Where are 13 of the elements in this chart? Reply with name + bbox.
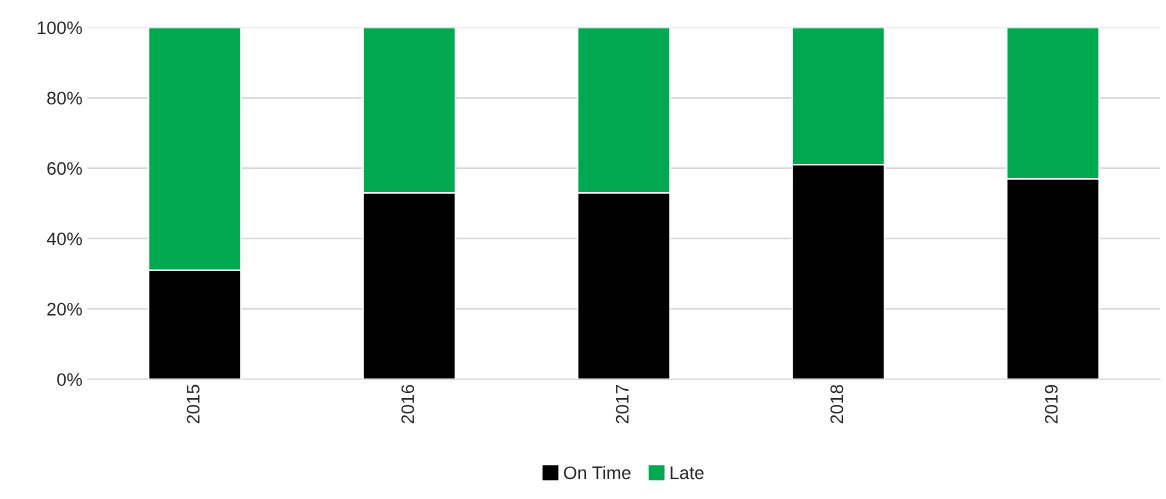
y-tick-label: 100% <box>37 21 82 35</box>
x-tick-label: 2016 <box>401 384 415 424</box>
y-tick-label: 80% <box>47 91 82 105</box>
legend-label: Late <box>670 466 704 480</box>
y-tick-label: 40% <box>46 232 82 246</box>
x-tick-label: 2015 <box>186 384 200 424</box>
y-tick-label: 20% <box>47 302 82 316</box>
y-tick-label: 60% <box>47 162 82 175</box>
x-tick-label: 2018 <box>830 384 844 424</box>
x-tick-label: 2019 <box>1044 384 1058 424</box>
y-tick-label: 0% <box>57 373 82 386</box>
x-tick-label: 2017 <box>615 385 629 424</box>
legend-label: On Time <box>563 465 631 480</box>
